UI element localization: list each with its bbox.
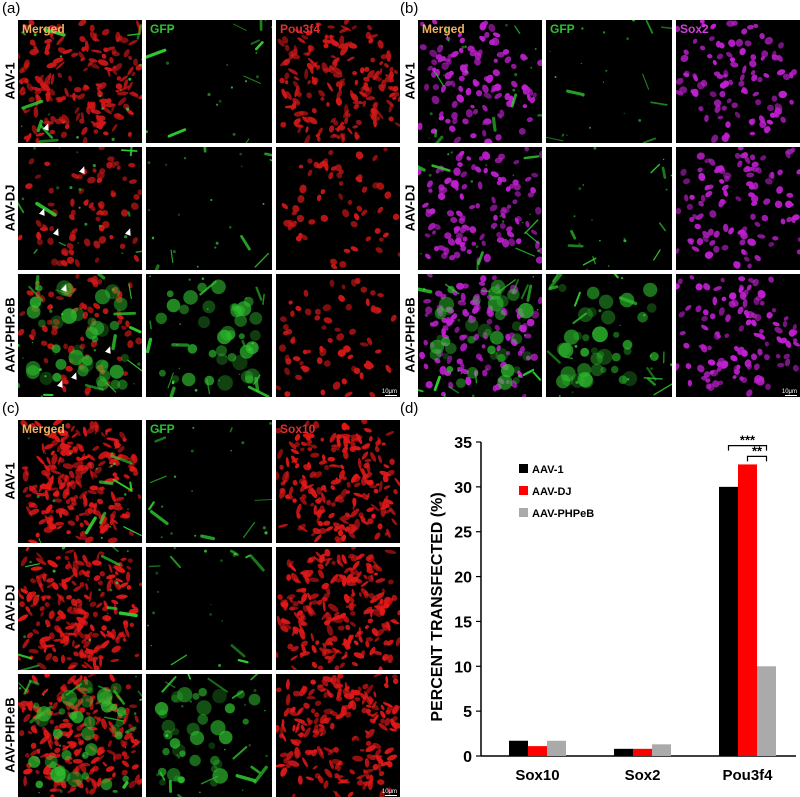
legend-label: AAV-PHPeB bbox=[532, 508, 594, 520]
row-label: AAV-1 bbox=[3, 420, 19, 543]
y-tick-label: 0 bbox=[463, 749, 472, 766]
image-tile bbox=[146, 274, 272, 397]
legend-swatch bbox=[519, 464, 528, 473]
image-tile: GFP bbox=[146, 420, 272, 543]
image-tile bbox=[18, 674, 142, 797]
x-tick-label: Pou3f4 bbox=[722, 767, 773, 784]
row-label: AAV-DJ bbox=[3, 547, 19, 670]
row-label: AAV-PHP.eB bbox=[3, 274, 19, 397]
channel-label: Merged bbox=[422, 22, 465, 36]
image-tile: 10μm bbox=[276, 274, 400, 397]
channel-label: GFP bbox=[150, 22, 175, 36]
image-tile bbox=[276, 547, 400, 670]
bar-aav-phpeb-sox10 bbox=[547, 741, 566, 756]
y-tick-label: 10 bbox=[454, 659, 472, 676]
row-label: AAV-1 bbox=[403, 20, 419, 143]
image-tile bbox=[418, 274, 542, 397]
image-tile: GFP bbox=[146, 20, 272, 143]
image-tile: 10μm bbox=[676, 274, 800, 397]
scale-bar: 10μm bbox=[782, 389, 797, 395]
row-label: AAV-PHP.eB bbox=[403, 274, 419, 397]
channel-label: Merged bbox=[22, 422, 65, 436]
row-label: AAV-DJ bbox=[403, 147, 419, 270]
channel-label: Sox10 bbox=[280, 422, 315, 436]
legend-label: AAV-DJ bbox=[532, 486, 572, 498]
image-tile: GFP bbox=[546, 20, 672, 143]
y-tick-label: 15 bbox=[454, 614, 472, 631]
image-tile bbox=[18, 547, 142, 670]
bar-aav-phpeb-pou3f4 bbox=[757, 666, 776, 756]
x-tick-label: Sox2 bbox=[625, 767, 661, 784]
bar-aav-dj-pou3f4 bbox=[738, 464, 757, 756]
significance-brackets: ***** bbox=[729, 433, 767, 462]
image-tile: Sox10 bbox=[276, 420, 400, 543]
channel-label: GFP bbox=[150, 422, 175, 436]
row-label: AAV-1 bbox=[3, 20, 19, 143]
row-label: AAV-PHP.eB bbox=[3, 674, 19, 797]
panel-b-letter: (b) bbox=[400, 0, 418, 17]
image-tile bbox=[676, 147, 800, 270]
bar-aav-dj-sox2 bbox=[633, 749, 652, 756]
image-tile bbox=[418, 147, 542, 270]
image-tile: Merged bbox=[418, 20, 542, 143]
image-tile: Merged bbox=[18, 420, 142, 543]
panel-a-letter: (a) bbox=[2, 0, 20, 17]
y-axis-label: PERCENT TRANSFECTED (%) bbox=[429, 492, 446, 721]
y-tick-label: 35 bbox=[454, 435, 472, 452]
channel-label: GFP bbox=[550, 22, 575, 36]
channel-label: Merged bbox=[22, 22, 65, 36]
bar-chart: PERCENT TRANSFECTED (%) 0 5 10 15 20 25 30 35 So… bbox=[404, 400, 800, 795]
bar-aav-1-sox10 bbox=[509, 741, 528, 756]
image-tile: 10μm bbox=[276, 674, 400, 797]
image-tile bbox=[146, 674, 272, 797]
chart-legend: AAV-1 AAV-DJ AAV-PHPeB bbox=[519, 464, 594, 520]
panel-c-letter: (c) bbox=[2, 400, 20, 417]
channel-label: Pou3f4 bbox=[280, 22, 320, 36]
image-tile bbox=[546, 147, 672, 270]
significance-label: ** bbox=[752, 443, 763, 458]
channel-label: Sox2 bbox=[680, 22, 709, 36]
bar-aav-1-sox2 bbox=[614, 749, 633, 756]
y-tick-label: 30 bbox=[454, 480, 472, 497]
y-tick-label: 5 bbox=[463, 704, 472, 721]
image-tile bbox=[18, 274, 142, 397]
x-tick-label: Sox10 bbox=[515, 767, 559, 784]
bar-aav-1-pou3f4 bbox=[719, 487, 738, 756]
legend-label: AAV-1 bbox=[532, 464, 564, 476]
scale-bar: 10μm bbox=[382, 789, 397, 795]
scale-bar: 10μm bbox=[382, 389, 397, 395]
legend-swatch bbox=[519, 486, 528, 495]
row-label: AAV-DJ bbox=[3, 147, 19, 270]
image-tile: Merged bbox=[18, 20, 142, 143]
image-tile bbox=[546, 274, 672, 397]
y-tick-label: 20 bbox=[454, 570, 472, 587]
image-tile: Pou3f4 bbox=[276, 20, 400, 143]
image-tile bbox=[146, 147, 272, 270]
bar-aav-dj-sox10 bbox=[528, 746, 547, 756]
legend-swatch bbox=[519, 508, 528, 517]
bar-aav-phpeb-sox2 bbox=[652, 744, 671, 756]
image-tile: Sox2 bbox=[676, 20, 800, 143]
y-tick-label: 25 bbox=[454, 525, 472, 542]
image-tile bbox=[146, 547, 272, 670]
image-tile bbox=[276, 147, 400, 270]
